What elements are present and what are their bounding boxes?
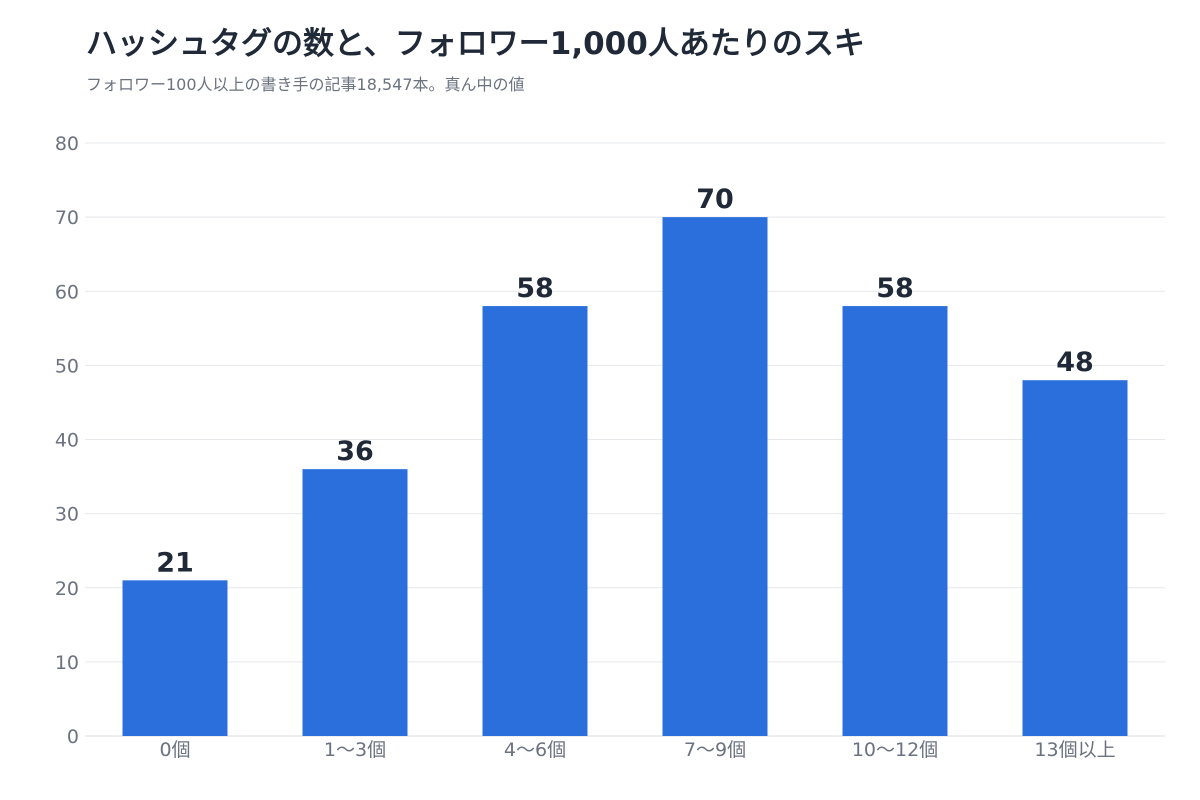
x-tick-label: 7〜9個 — [684, 739, 746, 761]
bar-3 — [662, 217, 768, 736]
data-label: 58 — [876, 273, 914, 304]
data-label: 70 — [696, 184, 734, 215]
x-axis: 0個 1〜3個 4〜6個 7〜9個 10〜12個 13個以上 — [159, 739, 1115, 761]
y-tick-label: 0 — [67, 726, 79, 748]
grid-layer — [85, 142, 1165, 737]
y-tick-label: 40 — [55, 430, 79, 452]
chart-subtitle: フォロワー100人以上の書き手の記事18,547本。真ん中の値 — [86, 75, 525, 94]
bar-4 — [842, 306, 948, 736]
labels-layer: 21 36 58 70 58 48 — [156, 184, 1094, 578]
y-tick-label: 10 — [55, 652, 79, 674]
x-tick-label: 13個以上 — [1034, 739, 1115, 761]
data-label: 48 — [1056, 347, 1094, 378]
y-tick-label: 50 — [55, 355, 79, 377]
data-label: 21 — [156, 547, 194, 578]
chart-title: ハッシュタグの数と、フォロワー1,000人あたりのスキ — [86, 26, 865, 62]
bar-1 — [302, 469, 408, 736]
y-tick-label: 30 — [55, 504, 79, 526]
x-tick-label: 4〜6個 — [504, 739, 566, 761]
bar-0 — [122, 580, 228, 736]
y-tick-label: 60 — [55, 281, 79, 303]
y-tick-label: 80 — [55, 133, 79, 155]
y-axis: 0 10 20 30 40 50 60 70 80 — [55, 133, 79, 748]
x-tick-label: 10〜12個 — [852, 739, 938, 761]
bars-layer — [122, 217, 1128, 736]
y-tick-label: 70 — [55, 207, 79, 229]
x-tick-label: 1〜3個 — [324, 739, 386, 761]
data-label: 58 — [516, 273, 554, 304]
bar-5 — [1022, 380, 1128, 736]
y-tick-label: 20 — [55, 578, 79, 600]
x-tick-label: 0個 — [159, 739, 190, 761]
data-label: 36 — [336, 436, 374, 467]
bar-2 — [482, 306, 588, 736]
